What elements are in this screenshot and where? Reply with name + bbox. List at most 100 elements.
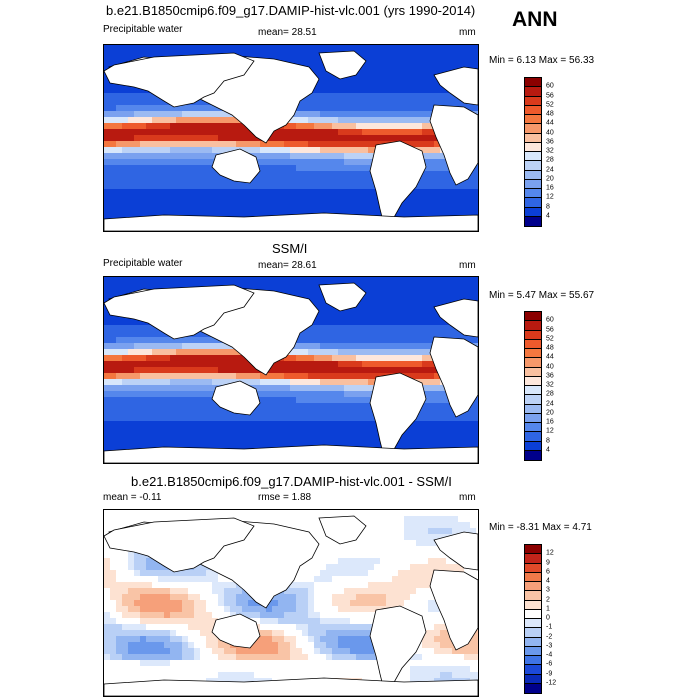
- field-cell: [308, 283, 315, 290]
- field-cell: [188, 171, 195, 178]
- field-cell: [266, 165, 273, 172]
- field-cell: [104, 343, 111, 350]
- field-cell: [206, 153, 213, 160]
- field-cell: [200, 427, 207, 434]
- field-cell: [212, 427, 219, 434]
- field-cell: [404, 355, 411, 362]
- field-cell: [212, 277, 219, 284]
- field-cell: [374, 301, 381, 308]
- field-cell: [356, 397, 363, 404]
- field-cell: [140, 516, 147, 523]
- field-cell: [464, 207, 471, 214]
- field-cell: [152, 105, 159, 112]
- field-cell: [164, 153, 171, 160]
- field-cell: [398, 69, 405, 76]
- field-cell: [296, 51, 303, 58]
- field-cell: [116, 349, 123, 356]
- field-cell: [128, 379, 135, 386]
- field-cell: [326, 331, 333, 338]
- field-cell: [170, 207, 177, 214]
- field-cell: [362, 534, 369, 541]
- colorbar-swatch: [525, 124, 541, 134]
- field-cell: [290, 141, 297, 148]
- field-cell: [398, 123, 405, 130]
- field-cell: [410, 277, 417, 284]
- field-cell: [128, 385, 135, 392]
- field-cell: [332, 588, 339, 595]
- field-cell: [332, 147, 339, 154]
- field-cell: [380, 295, 387, 302]
- field-cell: [212, 183, 219, 190]
- field-cell: [194, 105, 201, 112]
- field-cell: [176, 427, 183, 434]
- field-cell: [194, 123, 201, 130]
- field-cell: [146, 367, 153, 374]
- field-cell: [170, 147, 177, 154]
- field-cell: [440, 528, 447, 535]
- field-cell: [188, 397, 195, 404]
- field-cell: [146, 201, 153, 208]
- field-cell: [368, 421, 375, 428]
- field-cell: [122, 51, 129, 58]
- field-cell: [176, 570, 183, 577]
- field-cell: [398, 546, 405, 553]
- field-cell: [374, 337, 381, 344]
- field-cell: [146, 51, 153, 58]
- colorbar-tick-label: 40: [546, 363, 554, 370]
- field-cell: [140, 558, 147, 565]
- field-cell: [410, 576, 417, 583]
- field-cell: [470, 510, 477, 517]
- field-cell: [134, 141, 141, 148]
- field-cell: [440, 558, 447, 565]
- colorbar-swatch: [525, 216, 541, 226]
- field-cell: [224, 135, 231, 142]
- field-cell: [290, 427, 297, 434]
- panel1-map: [103, 44, 479, 232]
- field-cell: [230, 141, 237, 148]
- field-cell: [170, 135, 177, 142]
- field-cell: [356, 564, 363, 571]
- field-cell: [428, 361, 435, 368]
- field-cell: [164, 337, 171, 344]
- field-cell: [116, 558, 123, 565]
- field-cell: [266, 195, 273, 202]
- field-cell: [302, 57, 309, 64]
- field-cell: [470, 516, 477, 523]
- field-cell: [380, 75, 387, 82]
- field-cell: [446, 516, 453, 523]
- field-cell: [308, 195, 315, 202]
- field-cell: [182, 373, 189, 380]
- field-cell: [104, 111, 111, 118]
- field-cell: [326, 397, 333, 404]
- field-cell: [200, 141, 207, 148]
- field-cell: [206, 570, 213, 577]
- field-cell: [140, 99, 147, 106]
- field-cell: [314, 313, 321, 320]
- field-cell: [164, 177, 171, 184]
- field-cell: [110, 421, 117, 428]
- field-cell: [296, 57, 303, 64]
- field-cell: [164, 361, 171, 368]
- field-cell: [314, 427, 321, 434]
- field-cell: [368, 195, 375, 202]
- field-cell: [290, 439, 297, 446]
- field-cell: [392, 355, 399, 362]
- field-cell: [458, 183, 465, 190]
- field-cell: [356, 147, 363, 154]
- field-cell: [308, 582, 315, 589]
- field-cell: [104, 576, 111, 583]
- field-cell: [158, 189, 165, 196]
- field-cell: [422, 576, 429, 583]
- field-cell: [134, 385, 141, 392]
- field-cell: [188, 570, 195, 577]
- field-cell: [140, 409, 147, 416]
- field-cell: [200, 391, 207, 398]
- field-cell: [164, 403, 171, 410]
- field-cell: [188, 129, 195, 136]
- field-cell: [236, 129, 243, 136]
- colorbar-swatch: [525, 78, 541, 88]
- field-cell: [440, 397, 447, 404]
- field-cell: [326, 588, 333, 595]
- field-cell: [356, 534, 363, 541]
- field-cell: [206, 379, 213, 386]
